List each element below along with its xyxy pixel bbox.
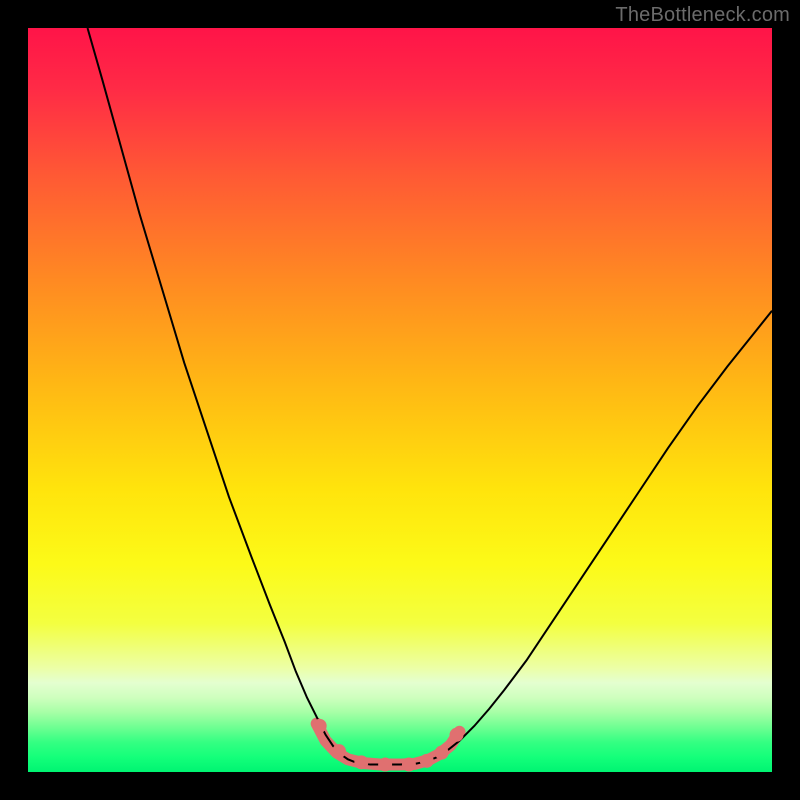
highlight-marker (435, 746, 449, 760)
highlight-marker (378, 758, 392, 772)
highlight-marker (354, 755, 368, 769)
chart-canvas: TheBottleneck.com (0, 0, 800, 800)
watermark-text: TheBottleneck.com (615, 4, 790, 27)
highlight-marker (450, 728, 464, 742)
plot-background (28, 28, 772, 772)
gradient-plot (0, 0, 800, 800)
highlight-marker (402, 758, 416, 772)
highlight-marker (420, 754, 434, 768)
highlight-marker (332, 744, 346, 758)
highlight-marker (313, 719, 327, 733)
